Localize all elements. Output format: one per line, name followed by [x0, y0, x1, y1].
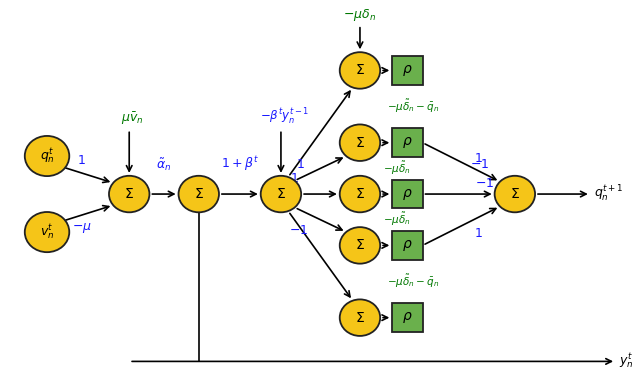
Ellipse shape — [260, 176, 301, 212]
FancyBboxPatch shape — [392, 180, 422, 208]
Text: $-1$: $-1$ — [470, 158, 490, 171]
Text: $\rho$: $\rho$ — [402, 135, 413, 150]
Text: 1: 1 — [291, 171, 298, 185]
Text: $\Sigma$: $\Sigma$ — [510, 187, 520, 201]
Text: $\Sigma$: $\Sigma$ — [194, 187, 204, 201]
Text: $-\mu\tilde{\delta}_n - \bar{q}_n$: $-\mu\tilde{\delta}_n - \bar{q}_n$ — [387, 98, 438, 115]
Text: $\Sigma$: $\Sigma$ — [124, 187, 134, 201]
Ellipse shape — [340, 227, 380, 264]
Text: $1+\beta^t$: $1+\beta^t$ — [221, 154, 259, 173]
Text: $\Sigma$: $\Sigma$ — [355, 136, 365, 150]
Ellipse shape — [495, 176, 535, 212]
Text: $\Sigma$: $\Sigma$ — [355, 187, 365, 201]
Text: $-1$: $-1$ — [475, 177, 494, 190]
Text: $\rho$: $\rho$ — [402, 63, 413, 78]
Text: $\mu\bar{v}_n$: $\mu\bar{v}_n$ — [121, 111, 143, 127]
Ellipse shape — [340, 300, 380, 336]
Text: $q_n^{t+1}$: $q_n^{t+1}$ — [594, 184, 623, 204]
Ellipse shape — [109, 176, 150, 212]
FancyBboxPatch shape — [392, 303, 422, 332]
Text: 1: 1 — [475, 227, 483, 240]
Ellipse shape — [340, 176, 380, 212]
Text: $q_n^t$: $q_n^t$ — [40, 146, 54, 166]
Text: $\Sigma$: $\Sigma$ — [355, 63, 365, 77]
FancyBboxPatch shape — [392, 231, 422, 260]
Ellipse shape — [340, 52, 380, 89]
Text: $y_n^t$: $y_n^t$ — [619, 352, 634, 371]
Text: $\rho$: $\rho$ — [402, 187, 413, 202]
Text: $-\mu\tilde{\delta}_n$: $-\mu\tilde{\delta}_n$ — [383, 211, 412, 228]
Text: $\Sigma$: $\Sigma$ — [355, 238, 365, 252]
Ellipse shape — [179, 176, 219, 212]
Text: 1: 1 — [475, 152, 483, 164]
Text: $\Sigma$: $\Sigma$ — [355, 311, 365, 325]
Text: $\rho$: $\rho$ — [402, 238, 413, 253]
Text: $-1$: $-1$ — [289, 224, 308, 236]
Text: $-\mu\tilde{\delta}_n$: $-\mu\tilde{\delta}_n$ — [383, 160, 412, 177]
Text: $\Sigma$: $\Sigma$ — [276, 187, 286, 201]
Text: 1: 1 — [297, 158, 305, 171]
Text: $\rho$: $\rho$ — [402, 310, 413, 325]
Text: $-\mu$: $-\mu$ — [72, 221, 92, 235]
Text: $v_n^t$: $v_n^t$ — [40, 223, 54, 241]
Text: $\tilde{\alpha}_n$: $\tilde{\alpha}_n$ — [156, 157, 172, 173]
Ellipse shape — [340, 125, 380, 161]
FancyBboxPatch shape — [392, 128, 422, 157]
Text: $-\beta^t y_n^{t-1}$: $-\beta^t y_n^{t-1}$ — [260, 107, 308, 127]
Text: $-\mu\tilde{\delta}_n - \bar{q}_n$: $-\mu\tilde{\delta}_n - \bar{q}_n$ — [387, 273, 438, 290]
FancyBboxPatch shape — [392, 56, 422, 85]
Text: $-\mu\delta_n$: $-\mu\delta_n$ — [344, 7, 376, 23]
Text: 1: 1 — [78, 154, 86, 168]
Ellipse shape — [25, 212, 69, 252]
Ellipse shape — [25, 136, 69, 176]
